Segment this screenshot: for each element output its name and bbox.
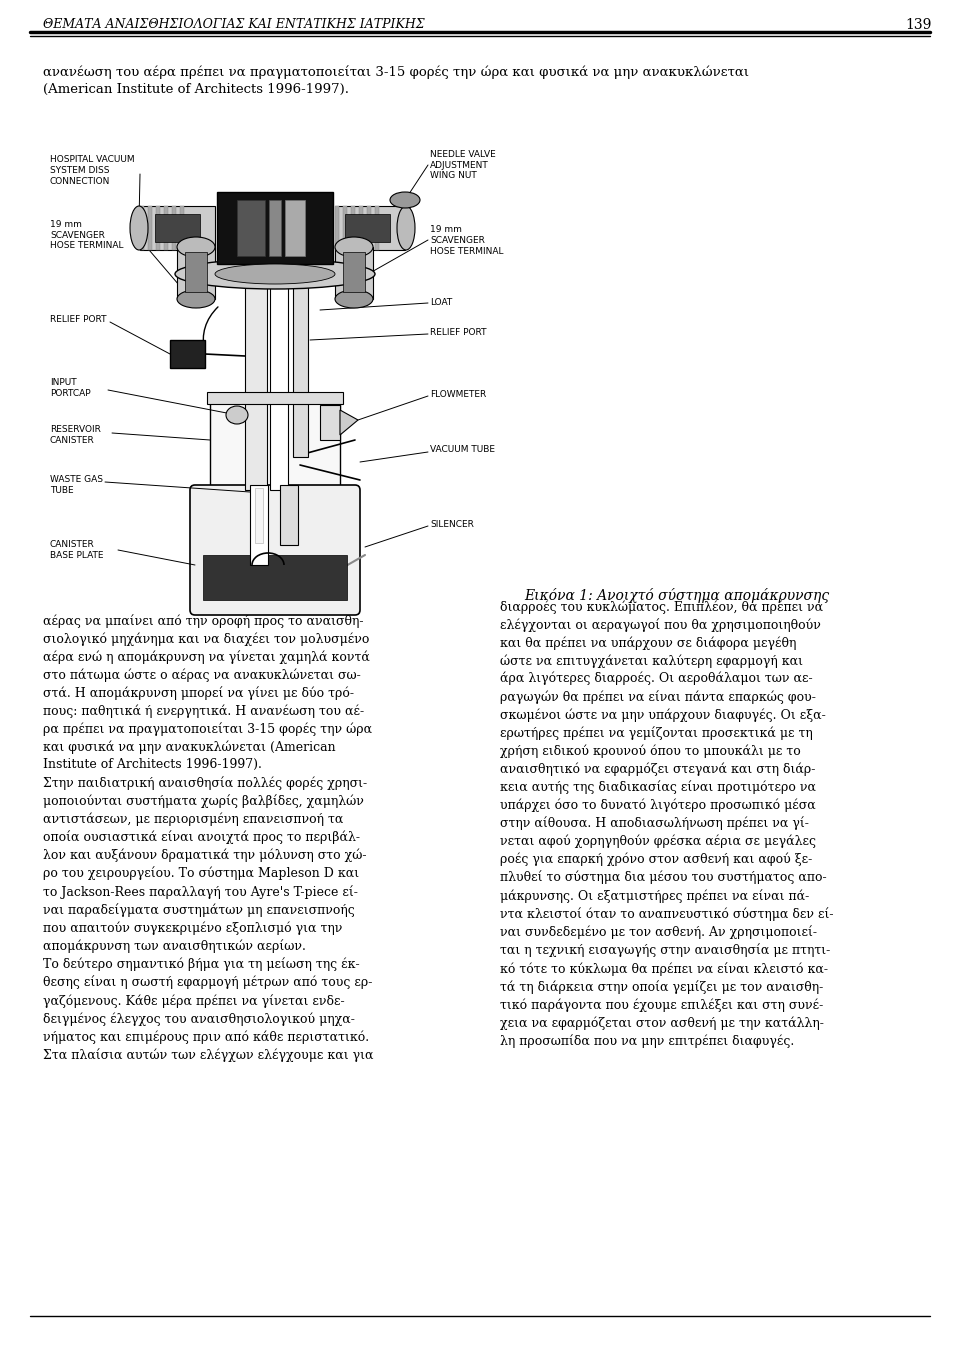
Bar	[237, 200, 265, 256]
Bar	[335, 248, 373, 300]
Bar	[164, 207, 168, 250]
Text: RELIEF PORT: RELIEF PORT	[430, 328, 487, 337]
Ellipse shape	[175, 259, 375, 289]
Text: CANISTER
BASE PLATE: CANISTER BASE PLATE	[50, 540, 104, 560]
Ellipse shape	[215, 264, 335, 285]
Text: NEEDLE VALVE
ADJUSTMENT
WING NUT: NEEDLE VALVE ADJUSTMENT WING NUT	[430, 150, 495, 181]
Text: INPUT
PORTCAP: INPUT PORTCAP	[50, 378, 90, 398]
Bar	[203, 555, 347, 601]
Bar	[293, 269, 308, 457]
Bar	[320, 405, 340, 440]
Text: ανανέωση του αέρα πρέπει να πραγματοποιείται 3-15 φορές την ώρα και φυσικά να μη: ανανέωση του αέρα πρέπει να πραγματοποιε…	[43, 66, 749, 96]
Bar	[177, 248, 215, 300]
Ellipse shape	[335, 290, 373, 308]
Bar	[343, 252, 365, 291]
Bar	[156, 207, 160, 250]
Text: διαρροές του κυκλώματος. Επιπλέον, θα πρέπει να
ελέγχονται οι αεραγωγοί που θα χ: διαρροές του κυκλώματος. Επιπλέον, θα πρ…	[500, 601, 833, 1048]
Ellipse shape	[397, 207, 415, 250]
Ellipse shape	[335, 237, 373, 257]
Text: Εικόνα 1: Ανοιχτό σύστημα απομάκρυνσης: Εικόνα 1: Ανοιχτό σύστημα απομάκρυνσης	[524, 588, 829, 603]
Ellipse shape	[177, 290, 215, 308]
Ellipse shape	[226, 406, 248, 424]
Bar	[280, 486, 298, 544]
Ellipse shape	[390, 192, 420, 208]
Text: SILENCER: SILENCER	[430, 520, 474, 529]
Bar	[140, 207, 215, 250]
Bar	[359, 207, 363, 250]
Text: RESERVOIR
CANISTER: RESERVOIR CANISTER	[50, 425, 101, 445]
Bar	[367, 207, 371, 250]
Text: RELIEF PORT: RELIEF PORT	[50, 315, 107, 324]
Ellipse shape	[130, 207, 148, 250]
Bar	[335, 207, 405, 250]
Text: HOSPITAL VACUUM
SYSTEM DISS
CONNECTION: HOSPITAL VACUUM SYSTEM DISS CONNECTION	[50, 155, 134, 186]
Bar	[351, 207, 355, 250]
Bar	[250, 486, 268, 565]
Bar	[270, 269, 288, 490]
Bar	[207, 393, 343, 404]
Text: 139: 139	[905, 18, 932, 31]
Bar	[170, 341, 205, 368]
Bar	[140, 207, 144, 250]
Polygon shape	[340, 410, 358, 435]
Bar	[285, 200, 305, 256]
FancyBboxPatch shape	[190, 486, 360, 616]
Bar	[217, 192, 333, 264]
Bar	[155, 213, 200, 242]
Text: LOAT: LOAT	[430, 298, 452, 306]
Bar	[245, 269, 267, 490]
Text: WASTE GAS
TUBE: WASTE GAS TUBE	[50, 475, 103, 495]
Text: VACUUM TUBE: VACUUM TUBE	[430, 445, 495, 454]
Ellipse shape	[177, 237, 215, 257]
Text: FLOWMETER: FLOWMETER	[430, 390, 487, 399]
Bar	[269, 200, 281, 256]
Bar	[172, 207, 176, 250]
Bar	[185, 252, 207, 291]
Bar	[180, 207, 184, 250]
Bar	[345, 213, 390, 242]
Bar	[375, 207, 379, 250]
Bar	[210, 399, 340, 490]
Text: 19 mm
SCAVENGER
HOSE TERMINAL: 19 mm SCAVENGER HOSE TERMINAL	[50, 220, 124, 250]
Bar	[255, 488, 263, 543]
Bar	[335, 207, 339, 250]
Bar	[148, 207, 152, 250]
Bar	[343, 207, 347, 250]
Text: ΘΕΜΑΤΑ ΑΝΑΙΣΘΗΣΙΟΛΟΓΙΑΣ ΚΑΙ ΕΝΤΑΤΙΚΗΣ ΙΑΤΡΙΚΗΣ: ΘΕΜΑΤΑ ΑΝΑΙΣΘΗΣΙΟΛΟΓΙΑΣ ΚΑΙ ΕΝΤΑΤΙΚΗΣ ΙΑ…	[43, 18, 424, 31]
Text: αέρας να μπαίνει από την οροφή προς το αναισθη-
σιολογικό μηχάνημα και να διαχέε: αέρας να μπαίνει από την οροφή προς το α…	[43, 614, 373, 1062]
Text: 19 mm
SCAVENGER
HOSE TERMINAL: 19 mm SCAVENGER HOSE TERMINAL	[430, 224, 503, 256]
